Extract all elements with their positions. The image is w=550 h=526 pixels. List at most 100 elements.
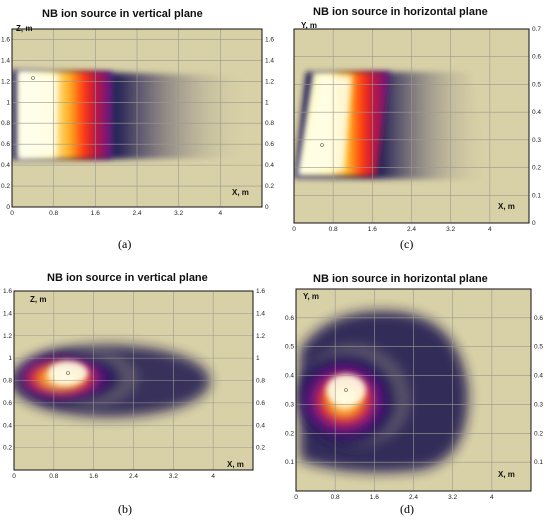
panel-c-xtick-label: 0.8 bbox=[329, 226, 338, 233]
panel-d-ytick-label-left: 0.1 bbox=[285, 459, 294, 466]
panel-a-xtick-label: 3.2 bbox=[174, 210, 183, 217]
panel-a-grid bbox=[12, 29, 262, 207]
panel-c-ytick-label-right: 0.4 bbox=[532, 109, 541, 116]
panel-c-peak-marker bbox=[320, 143, 324, 147]
panel-b-xtick-label: 2.4 bbox=[129, 473, 138, 480]
panel-a-xtick-label: 2.4 bbox=[132, 210, 141, 217]
panel-a-ytick-label-right: 0.6 bbox=[265, 141, 274, 148]
panel-b-beam-hotspot bbox=[48, 361, 88, 385]
panel-a-ytick-label-left: 0.4 bbox=[1, 162, 10, 169]
panel-a-caption: (a) bbox=[118, 237, 131, 251]
panel-b-title: NB ion source in vertical plane bbox=[47, 272, 208, 284]
panel-b-ytick-label-right: 0.6 bbox=[256, 400, 265, 407]
panel-c-beam bbox=[294, 72, 490, 180]
panel-b-ytick-label-right: 0.2 bbox=[256, 445, 265, 452]
panel-d-ytick-label-left: 0.3 bbox=[285, 401, 294, 408]
panel-b-beam bbox=[14, 345, 210, 417]
panel-b-ytick-label-left: 0.6 bbox=[3, 400, 12, 407]
panel-a-beam bbox=[12, 70, 250, 160]
panel-c-ticks: 0 0.8 1.6 2.4 3.2 4 0 0.1 0.2 0.3 0.4 0.5 0.6 0.7 bbox=[292, 26, 541, 233]
panel-a-ytick-label-right: 0.4 bbox=[265, 162, 274, 169]
panel-c-xtick-label: 2.4 bbox=[407, 226, 416, 233]
panel-b-ytick-label-left: 1 bbox=[8, 355, 12, 362]
panel-d-ytick-label-left: 0.5 bbox=[285, 344, 294, 351]
panel-a-ytick-label-left: 1.6 bbox=[1, 36, 10, 43]
panel-b-ytick-label-right: 1.2 bbox=[256, 333, 265, 340]
panel-b-xtick-label: 0 bbox=[12, 473, 16, 480]
panel-d-frame bbox=[295, 288, 532, 492]
panel-c-frame bbox=[293, 28, 530, 224]
panel-d-ytick-label-right: 0.1 bbox=[534, 459, 543, 466]
panel-a-xtick-label: 4 bbox=[219, 210, 223, 217]
panel-c-grid bbox=[294, 29, 529, 223]
panel-a-ytick-label-right: 1.2 bbox=[265, 78, 274, 85]
panel-a-title: NB ion source in vertical plane bbox=[42, 8, 203, 20]
panel-b-ytick-label-right: 0.8 bbox=[256, 378, 265, 385]
panel-d-ylabel: Y, m bbox=[303, 292, 319, 301]
panel-a-ytick-label-left: 1.2 bbox=[1, 78, 10, 85]
panel-b-peak-marker bbox=[66, 371, 70, 375]
panel-a-ytick-label-left: 0.2 bbox=[1, 183, 10, 190]
panel-c-xtick-label: 4 bbox=[488, 226, 492, 233]
panel-b-ticks: 0 0.8 1.6 2.4 3.2 4 0.2 0.2 0.4 0.4 0.6 0.6 0.8 0.8 1 1… bbox=[3, 288, 265, 480]
panel-d-xtick-label: 0.8 bbox=[331, 494, 340, 501]
panel-a-peak-marker bbox=[31, 76, 35, 80]
panel-d-ytick-label-right: 0.3 bbox=[534, 401, 543, 408]
panel-d-beam bbox=[298, 311, 469, 473]
panel-d-ytick-label-right: 0.5 bbox=[534, 344, 543, 351]
panel-c-ylabel: Y, m bbox=[301, 21, 317, 30]
panel-b-ytick-label-right: 0.4 bbox=[256, 422, 265, 429]
panel-b-ytick-label-right: 1.4 bbox=[256, 310, 265, 317]
panel-d-xlabel: X, m bbox=[498, 470, 515, 479]
panel-a-ticks: 0 0.8 1.6 2.4 3.2 40 00.2 0.20.4 0.40.6 0.60.8 0.8… bbox=[1, 36, 274, 217]
panel-b-ytick-label-right: 1.6 bbox=[256, 288, 265, 295]
panel-d-caption: (d) bbox=[400, 502, 414, 516]
panel-c-xlabel: X, m bbox=[498, 202, 515, 211]
panel-b: NB ion source in vertical plane Z, m X, … bbox=[3, 272, 265, 516]
panel-a-ylabel: Z, m bbox=[16, 24, 32, 33]
panel-b-beam-core bbox=[20, 348, 156, 408]
panel-b-grid bbox=[14, 291, 253, 470]
panel-c: NB ion source in horizontal plane Y, m X… bbox=[292, 6, 541, 251]
panel-b-ytick-label-right: 1 bbox=[256, 355, 260, 362]
panel-a-ytick-label-right: 1 bbox=[265, 99, 269, 106]
panel-b-ytick-label-left: 0.8 bbox=[3, 378, 12, 385]
panel-d-xtick-label: 2.4 bbox=[409, 494, 418, 501]
panel-b-xlabel: X, m bbox=[227, 460, 244, 469]
panel-c-xtick-label: 1.6 bbox=[368, 226, 377, 233]
panel-c-ytick-label-right: 0.3 bbox=[532, 137, 541, 144]
panel-b-xtick-label: 3.2 bbox=[169, 473, 178, 480]
panel-b-ytick-label-left: 1.6 bbox=[3, 288, 12, 295]
panel-d-ytick-label-right: 0.2 bbox=[534, 430, 543, 437]
panel-c-ytick-label-right: 0.7 bbox=[532, 26, 541, 33]
panel-d-ytick-label-right: 0.4 bbox=[534, 373, 543, 380]
panel-a-ytick-label-left: 1 bbox=[6, 99, 10, 106]
panel-d-xtick-label: 3.2 bbox=[448, 494, 457, 501]
panel-a-ytick-label-left: 0 bbox=[6, 204, 10, 211]
panel-a: NB ion source in vertical plane Z, m X, … bbox=[1, 8, 274, 251]
panel-a-xtick-label: 0.8 bbox=[49, 210, 58, 217]
panel-b-ytick-label-left: 1.2 bbox=[3, 333, 12, 340]
panel-b-xtick-label: 1.6 bbox=[89, 473, 98, 480]
panel-b-ylabel: Z, m bbox=[30, 295, 46, 304]
panel-a-frame bbox=[11, 28, 263, 208]
panel-c-ytick-label-right: 0.2 bbox=[532, 165, 541, 172]
panel-d-ytick-label-left: 0.2 bbox=[285, 430, 294, 437]
panel-a-beam-hotspot bbox=[20, 74, 58, 156]
panel-b-xtick-label: 0.8 bbox=[49, 473, 58, 480]
panel-a-ytick-label-left: 0.6 bbox=[1, 141, 10, 148]
panel-b-xtick-label: 4 bbox=[211, 473, 215, 480]
panel-c-xtick-label: 0 bbox=[292, 226, 296, 233]
panel-b-ytick-label-left: 0.2 bbox=[3, 445, 12, 452]
panel-a-ytick-label-right: 1.6 bbox=[265, 36, 274, 43]
panel-d-xtick-label: 1.6 bbox=[370, 494, 379, 501]
panel-a-ytick-label-right: 0 bbox=[265, 204, 269, 211]
panel-d-grid bbox=[296, 289, 531, 491]
panel-a-ytick-label-left: 1.4 bbox=[1, 57, 10, 64]
panel-d-xtick-label: 4 bbox=[490, 494, 494, 501]
panel-d-ytick-label-right: 0.6 bbox=[534, 315, 543, 322]
panel-a-ytick-label-left: 0.8 bbox=[1, 120, 10, 127]
panel-d-ytick-label-left: 0.6 bbox=[285, 315, 294, 322]
panel-a-xtick-label: 0 bbox=[10, 210, 14, 217]
